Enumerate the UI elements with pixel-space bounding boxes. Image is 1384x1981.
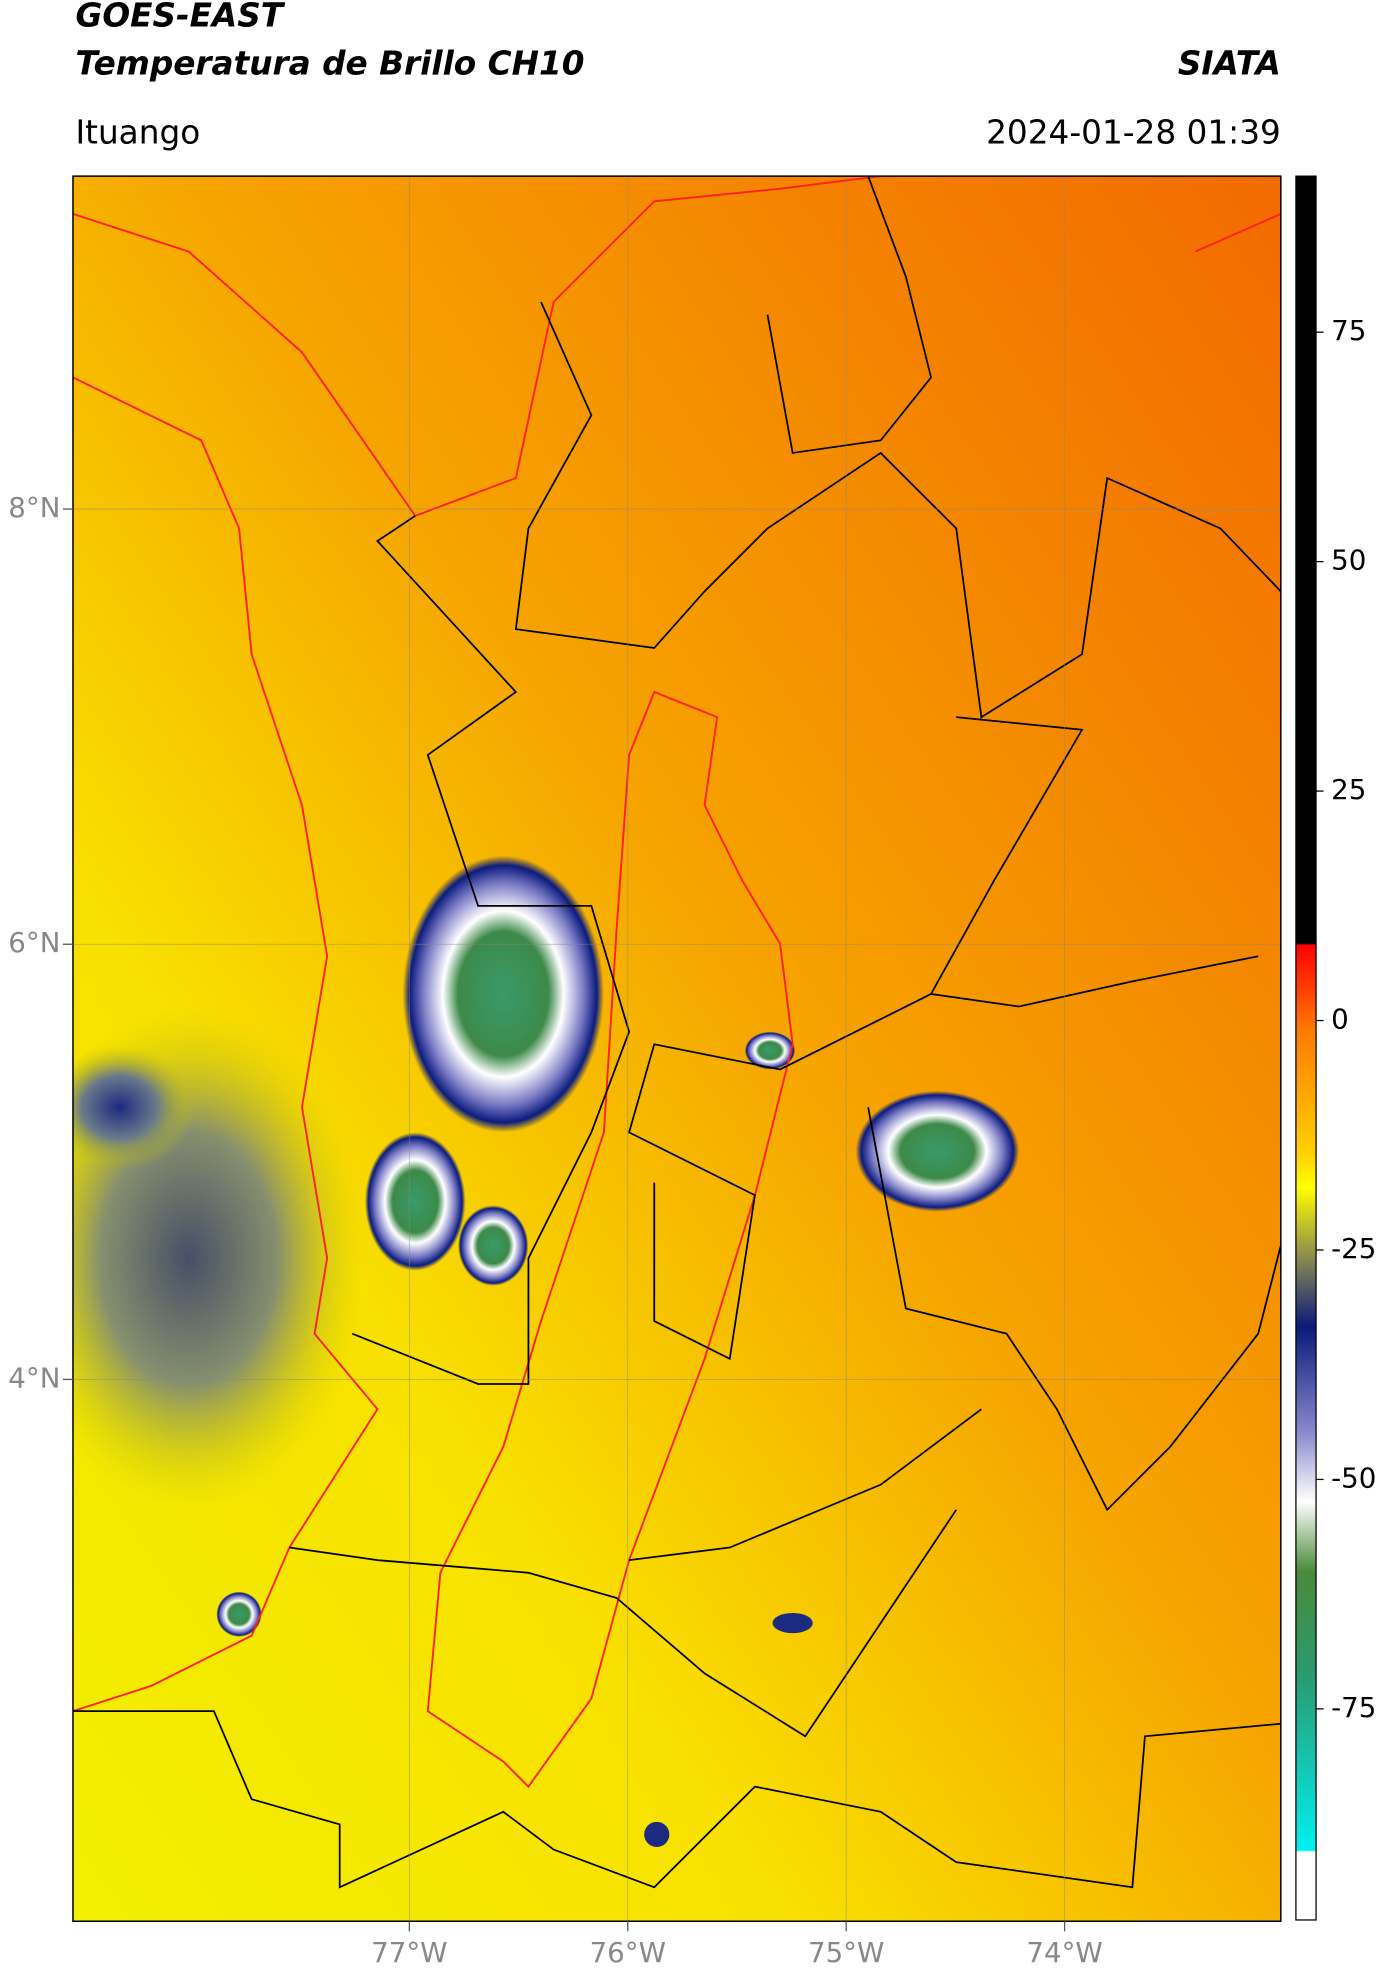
- y-tick-label: 4°N: [8, 1361, 60, 1394]
- title: GOES-EAST: [75, 0, 285, 35]
- location: Ituango: [75, 114, 200, 152]
- x-tick-label: 76°W: [590, 1936, 666, 1969]
- colorbar-tick-label: -75: [1331, 1691, 1376, 1724]
- map-image: [72, 176, 1281, 1922]
- colorbar-tick-label: 75: [1331, 314, 1366, 347]
- subtitle: Temperatura de Brillo CH10: [75, 44, 584, 82]
- colorbar: [1295, 175, 1317, 1921]
- colorbar-tick-label: 0: [1331, 1003, 1349, 1036]
- y-tick-label: 6°N: [8, 926, 60, 959]
- y-tick-label: 8°N: [8, 491, 60, 524]
- timestamp: 2024-01-28 01:39: [986, 114, 1281, 152]
- colorbar-tick-label: -25: [1331, 1232, 1376, 1265]
- x-tick-label: 75°W: [808, 1936, 884, 1969]
- map-frame: [72, 175, 1282, 1922]
- colorbar-tick-label: 50: [1331, 544, 1366, 577]
- x-tick-label: 74°W: [1026, 1936, 1102, 1969]
- credit: SIATA: [1178, 44, 1281, 82]
- colorbar-tick-label: -50: [1331, 1461, 1376, 1494]
- colorbar-tick-label: 25: [1331, 773, 1366, 806]
- grid: [72, 176, 1281, 1922]
- x-tick-label: 77°W: [371, 1936, 447, 1969]
